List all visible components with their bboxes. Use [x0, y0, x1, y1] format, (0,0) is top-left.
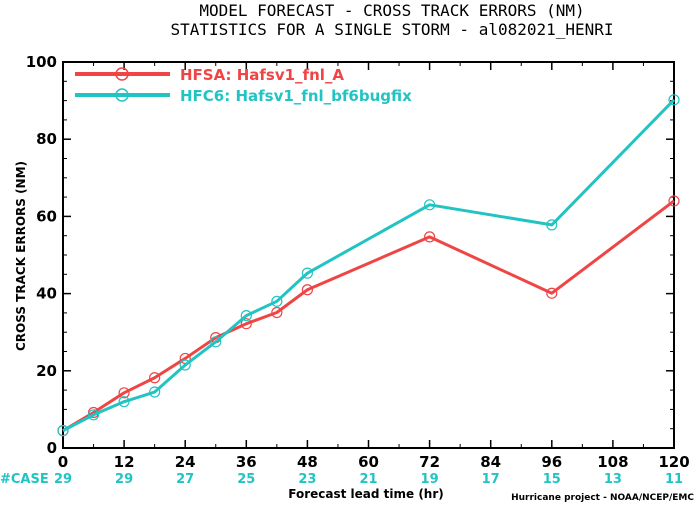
x-tick-label: 0	[58, 453, 68, 471]
case-count-value: 29	[115, 472, 133, 487]
y-tick-label: 0	[47, 439, 57, 457]
y-tick-label: 60	[36, 207, 57, 225]
case-count-value: 21	[359, 472, 377, 487]
case-count-value: 11	[665, 472, 683, 487]
x-tick-label: 72	[419, 453, 440, 471]
series-2-point	[240, 310, 252, 322]
y-axis-label: CROSS TRACK ERRORS (NM)	[14, 161, 28, 351]
series-line-2	[62, 98, 676, 432]
x-tick-label: 120	[658, 453, 689, 471]
series-2-point	[546, 219, 558, 231]
series-1-point	[149, 372, 161, 384]
case-count-value: 15	[543, 472, 561, 487]
y-tick-label: 80	[36, 130, 57, 148]
x-tick-label: 12	[114, 453, 135, 471]
x-tick-label: 48	[297, 453, 318, 471]
axes: 0 12 24 36 48 60 72 84 96 108 120 0 20 40 60 80 100 #CASE…	[0, 53, 690, 487]
series-2-point	[87, 409, 100, 421]
x-tick-label: 96	[541, 453, 562, 471]
x-tick-label: 108	[597, 453, 628, 471]
chart-title-line-2: STATISTICS FOR A SINGLE STORM - al082021…	[170, 20, 613, 39]
case-count-value: 29	[54, 472, 72, 487]
legend-marker-2	[115, 88, 129, 102]
series-2-point	[149, 386, 161, 398]
case-count-value: 27	[176, 472, 194, 487]
series-2-point	[210, 336, 222, 348]
case-count-value: 25	[237, 472, 255, 487]
legend-label-2: HFC6: Hafsv1_fnl_bf6bugfix	[180, 87, 412, 105]
chart-title-line-1: MODEL FORECAST - CROSS TRACK ERRORS (NM)	[199, 1, 584, 20]
credit-text: Hurricane project - NOAA/NCEP/EMC	[511, 493, 694, 503]
series-1-point	[546, 287, 558, 299]
x-tick-label: 24	[175, 453, 196, 471]
y-tick-label: 40	[36, 285, 57, 303]
series-1-point	[424, 231, 436, 243]
series-2-point	[118, 396, 130, 408]
series-line-1	[62, 199, 675, 432]
legend-marker-1	[115, 67, 129, 81]
plot-series	[57, 94, 680, 437]
series-1-point	[271, 306, 283, 319]
series-2-point	[179, 359, 191, 371]
series-2-point	[301, 267, 313, 279]
series-2-point	[668, 94, 680, 106]
legend-label-1: HFSA: Hafsv1_fnl_A	[180, 66, 344, 84]
series-2-point	[424, 199, 436, 211]
series-1-point	[301, 284, 313, 296]
x-axis-label: Forecast lead time (hr)	[288, 487, 444, 501]
case-count-value: 17	[482, 472, 500, 487]
series-2-point	[57, 425, 69, 437]
case-count-label: #CASE	[0, 472, 49, 487]
x-tick-label: 60	[358, 453, 379, 471]
case-count-value: 23	[298, 472, 316, 487]
series-2-point	[271, 295, 283, 307]
y-tick-label: 100	[26, 53, 57, 71]
x-tick-label: 84	[480, 453, 501, 471]
case-count-value: 19	[421, 472, 439, 487]
series-1-point	[118, 387, 130, 399]
legend: HFSA: Hafsv1_fnl_A HFC6: Hafsv1_fnl_bf6bu…	[75, 66, 412, 105]
y-tick-label: 20	[36, 362, 57, 380]
series-1-point	[668, 195, 680, 207]
series-1-point	[240, 318, 252, 330]
x-tick-label: 36	[236, 453, 257, 471]
case-count-value: 13	[604, 472, 622, 487]
